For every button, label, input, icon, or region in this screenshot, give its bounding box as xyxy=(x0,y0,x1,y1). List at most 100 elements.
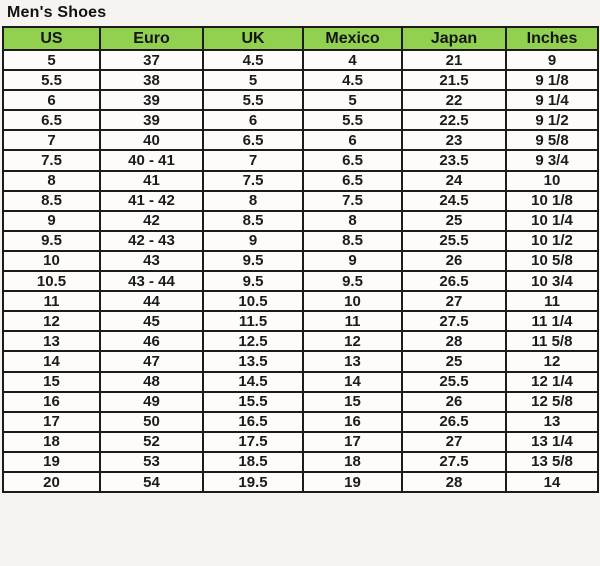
table-cell: 16.5 xyxy=(202,410,304,433)
table-cell: 27.5 xyxy=(401,310,507,333)
table-cell: 25 xyxy=(401,209,507,232)
table-cell: 9.5 xyxy=(2,229,101,252)
table-cell: 9 3/4 xyxy=(505,149,599,172)
table-cell: 8 xyxy=(202,189,304,212)
table-cell: 9 xyxy=(302,249,403,273)
table-cell: 11 xyxy=(302,310,403,333)
table-cell: 15 xyxy=(2,370,101,393)
table-cell: 5.5 xyxy=(2,69,101,92)
table-cell: 24.5 xyxy=(401,189,507,212)
table-cell: 10 1/2 xyxy=(505,229,599,252)
page-title: Men's Shoes xyxy=(7,4,107,21)
table-row: 5.5 38 5 4.5 21.5 9 1/8 xyxy=(2,69,599,92)
table-row: 17 50 16.5 16 26.5 13 xyxy=(2,410,599,433)
table-cell: 9 1/8 xyxy=(505,69,599,92)
table-cell: 20 xyxy=(2,470,101,494)
table-cell: 43 xyxy=(99,249,204,273)
table-cell: 16 xyxy=(2,390,101,413)
table-cell: 7.5 xyxy=(202,169,304,192)
table-cell: 7 xyxy=(2,129,101,152)
column-header-japan: Japan xyxy=(401,26,507,51)
table-cell: 9.5 xyxy=(202,249,304,273)
table-cell: 44 xyxy=(99,290,204,313)
table-cell: 6.5 xyxy=(2,109,101,132)
table-cell: 54 xyxy=(99,470,204,494)
table-cell: 22.5 xyxy=(401,109,507,132)
table-row: 18 52 17.5 17 27 13 1/4 xyxy=(2,430,599,453)
table-cell: 10 1/4 xyxy=(505,209,599,232)
table-cell: 12.5 xyxy=(202,330,304,353)
table-cell: 5 xyxy=(2,48,101,72)
table-cell: 43 - 44 xyxy=(99,270,204,293)
table-cell: 11 1/4 xyxy=(505,310,599,333)
table-cell: 10 1/8 xyxy=(505,189,599,212)
table-cell: 5.5 xyxy=(302,109,403,132)
table-cell: 46 xyxy=(99,330,204,353)
table-cell: 17 xyxy=(2,410,101,433)
table-cell: 11 xyxy=(2,290,101,313)
table-cell: 6.5 xyxy=(302,149,403,172)
table-cell: 10 xyxy=(302,290,403,313)
table-cell: 39 xyxy=(99,109,204,132)
table-cell: 11 xyxy=(505,290,599,313)
table-cell: 6 xyxy=(302,129,403,152)
table-cell: 10.5 xyxy=(202,290,304,313)
table-row: 13 46 12.5 12 28 11 5/8 xyxy=(2,330,599,353)
table-cell: 7.5 xyxy=(302,189,403,212)
table-cell: 7.5 xyxy=(2,149,101,172)
table-row: 12 45 11.5 11 27.5 11 1/4 xyxy=(2,310,599,333)
table-cell: 41 - 42 xyxy=(99,189,204,212)
table-cell: 27 xyxy=(401,430,507,453)
table-row: 15 48 14.5 14 25.5 12 1/4 xyxy=(2,370,599,393)
table-cell: 25.5 xyxy=(401,229,507,252)
table-row: 8 41 7.5 6.5 24 10 xyxy=(2,169,599,192)
table-cell: 17.5 xyxy=(202,430,304,453)
table-body: 5 37 4.5 4 21 9 5.5 38 5 4.5 21.5 9 1/8 6 39 5.5 5 22 9 1… xyxy=(2,48,599,494)
table-cell: 11.5 xyxy=(202,310,304,333)
table-cell: 10 xyxy=(2,249,101,273)
table-cell: 9 1/2 xyxy=(505,109,599,132)
table-row: 7 40 6.5 6 23 9 5/8 xyxy=(2,129,599,152)
table-cell: 25 xyxy=(401,350,507,373)
table-cell: 53 xyxy=(99,450,204,473)
shoe-size-table: US Euro UK Mexico Japan Inches 5 37 4.5 4 21 9 5.5 3… xyxy=(2,26,599,494)
table-cell: 6.5 xyxy=(302,169,403,192)
table-cell: 8.5 xyxy=(2,189,101,212)
table-cell: 28 xyxy=(401,470,507,494)
table-cell: 10 5/8 xyxy=(505,249,599,273)
table-cell: 15 xyxy=(302,390,403,413)
table-cell: 9 xyxy=(2,209,101,232)
table-cell: 8.5 xyxy=(302,229,403,252)
table-cell: 13.5 xyxy=(202,350,304,373)
table-cell: 10.5 xyxy=(2,270,101,293)
table-cell: 50 xyxy=(99,410,204,433)
table-cell: 11 5/8 xyxy=(505,330,599,353)
table-cell: 9 5/8 xyxy=(505,129,599,152)
table-cell: 6.5 xyxy=(202,129,304,152)
table-cell: 52 xyxy=(99,430,204,453)
table-cell: 6 xyxy=(202,109,304,132)
table-cell: 15.5 xyxy=(202,390,304,413)
column-header-inches: Inches xyxy=(505,26,599,51)
table-cell: 4 xyxy=(302,48,403,72)
table-cell: 13 xyxy=(2,330,101,353)
table-cell: 19 xyxy=(2,450,101,473)
table-cell: 8.5 xyxy=(202,209,304,232)
table-cell: 13 xyxy=(302,350,403,373)
column-header-euro: Euro xyxy=(99,26,204,51)
table-row: 5 37 4.5 4 21 9 xyxy=(2,48,599,72)
table-cell: 13 xyxy=(505,410,599,433)
table-cell: 10 xyxy=(505,169,599,192)
table-cell: 22 xyxy=(401,89,507,112)
table-row: 10.5 43 - 44 9.5 9.5 26.5 10 3/4 xyxy=(2,270,599,293)
table-cell: 38 xyxy=(99,69,204,92)
table-cell: 18.5 xyxy=(202,450,304,473)
table-cell: 12 xyxy=(302,330,403,353)
table-cell: 8 xyxy=(302,209,403,232)
table-cell: 8 xyxy=(2,169,101,192)
table-cell: 13 5/8 xyxy=(505,450,599,473)
table-cell: 9 1/4 xyxy=(505,89,599,112)
table-cell: 27.5 xyxy=(401,450,507,473)
table-row: 19 53 18.5 18 27.5 13 5/8 xyxy=(2,450,599,473)
table-row: 8.5 41 - 42 8 7.5 24.5 10 1/8 xyxy=(2,189,599,212)
